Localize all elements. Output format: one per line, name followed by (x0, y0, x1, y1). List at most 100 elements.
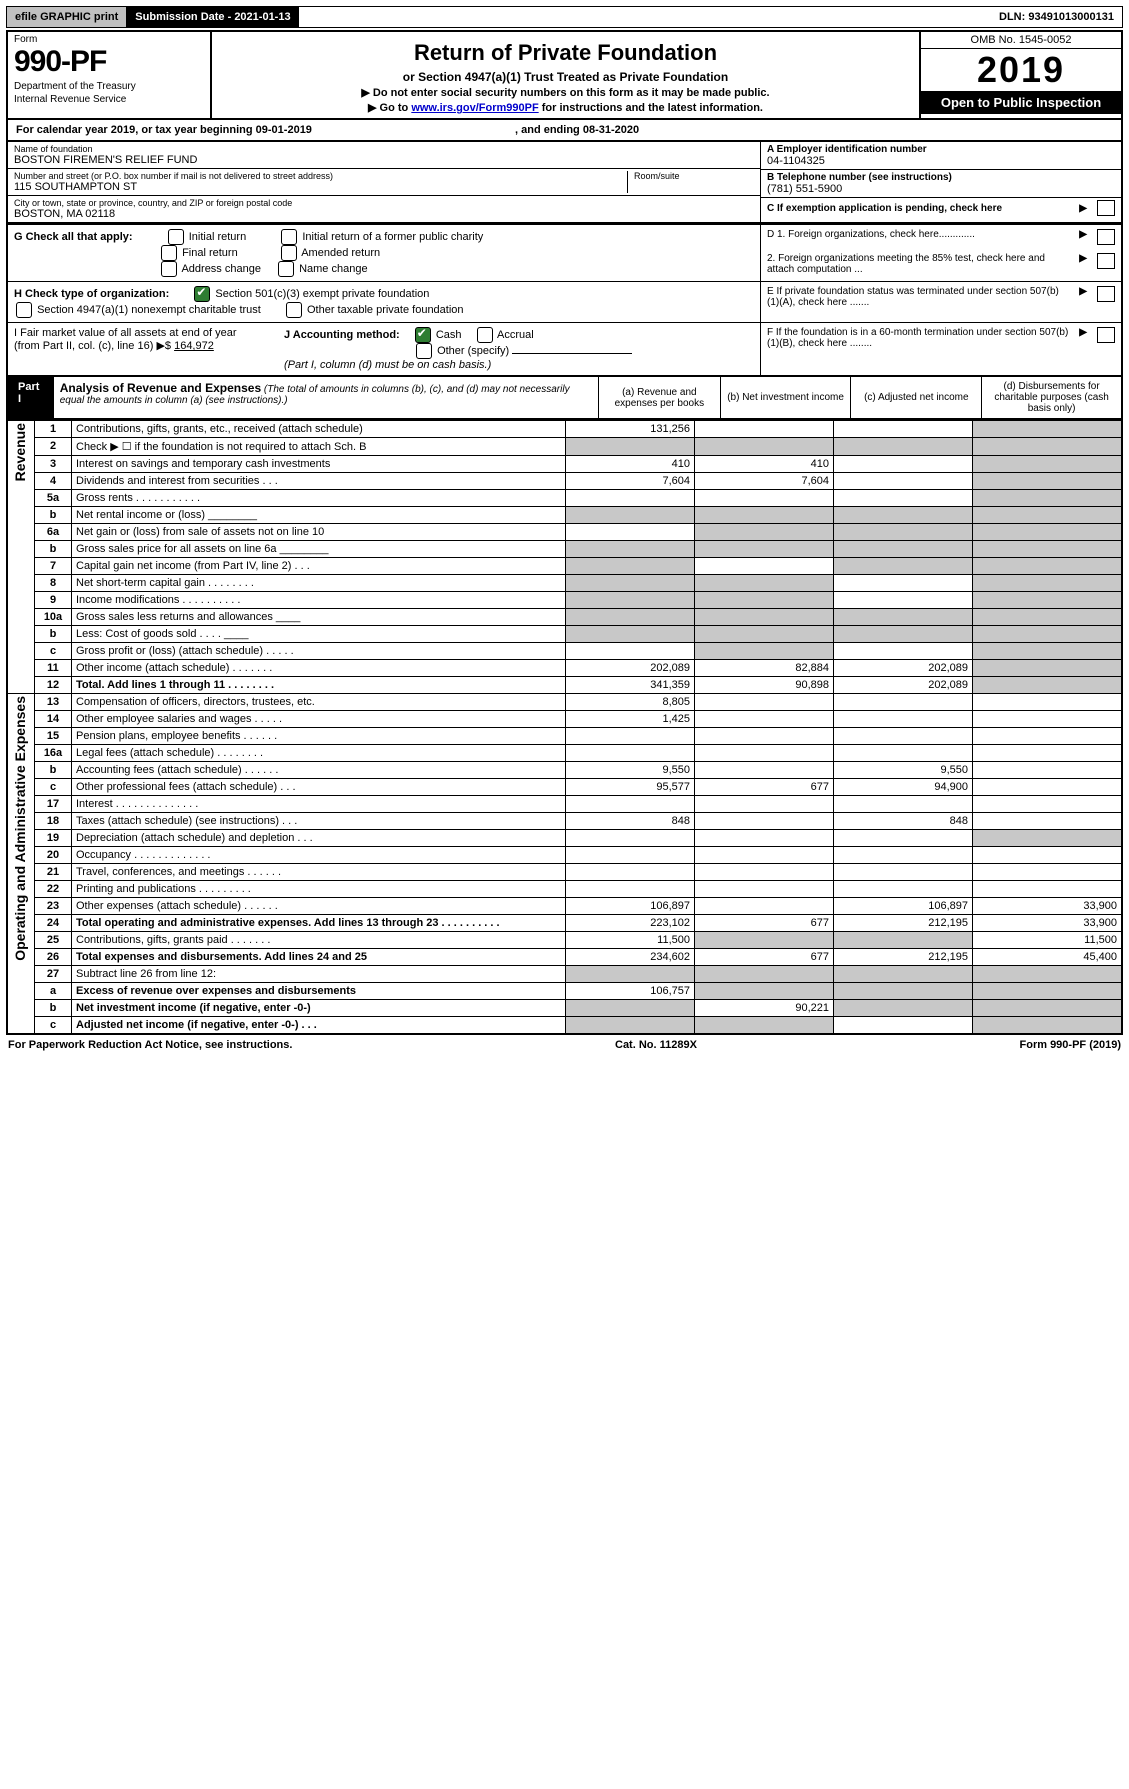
cell-c (834, 1000, 973, 1017)
table-row: bAccounting fees (attach schedule) . . .… (7, 762, 1122, 779)
cell-a (566, 643, 695, 660)
checkbox-final-return[interactable] (161, 245, 177, 261)
row-number: 25 (35, 932, 72, 949)
row-desc: Net rental income or (loss) ________ (72, 507, 566, 524)
table-row: 20Occupancy . . . . . . . . . . . . . (7, 847, 1122, 864)
cell-d (973, 966, 1123, 983)
cell-c (834, 456, 973, 473)
cell-a (566, 881, 695, 898)
c-checkbox[interactable] (1097, 200, 1115, 216)
row-number: 3 (35, 456, 72, 473)
row-desc: Taxes (attach schedule) (see instruction… (72, 813, 566, 830)
row-desc: Interest on savings and temporary cash i… (72, 456, 566, 473)
cell-d (973, 609, 1123, 626)
cell-b (695, 711, 834, 728)
cell-a: 223,102 (566, 915, 695, 932)
header-left: Form 990-PF Department of the Treasury I… (8, 32, 212, 118)
col-d-header: (d) Disbursements for charitable purpose… (981, 377, 1121, 418)
table-row: 26Total expenses and disbursements. Add … (7, 949, 1122, 966)
form-header: Form 990-PF Department of the Treasury I… (6, 30, 1123, 120)
checkbox-initial-former[interactable] (281, 229, 297, 245)
cell-d (973, 677, 1123, 694)
cell-b (695, 524, 834, 541)
cell-a (566, 728, 695, 745)
cell-b (695, 796, 834, 813)
cell-c (834, 524, 973, 541)
row-number: 7 (35, 558, 72, 575)
cell-a (566, 1000, 695, 1017)
cell-b (695, 745, 834, 762)
cell-b (695, 438, 834, 456)
part1-tab: Part I (8, 377, 54, 418)
cell-c: 94,900 (834, 779, 973, 796)
form-link[interactable]: www.irs.gov/Form990PF (411, 102, 538, 114)
checkbox-other-taxable[interactable] (286, 302, 302, 318)
checkbox-amended[interactable] (281, 245, 297, 261)
cell-d (973, 643, 1123, 660)
checkbox-other[interactable] (416, 343, 432, 359)
h-o3: Other taxable private foundation (307, 304, 464, 316)
entity-right: A Employer identification number 04-1104… (760, 142, 1121, 222)
table-row: 15Pension plans, employee benefits . . .… (7, 728, 1122, 745)
row-number: 22 (35, 881, 72, 898)
cell-a: 7,604 (566, 473, 695, 490)
row-desc: Contributions, gifts, grants, etc., rece… (72, 421, 566, 438)
h-o2: Section 4947(a)(1) nonexempt charitable … (37, 304, 261, 316)
f-checkbox[interactable] (1097, 327, 1115, 343)
row-number: 4 (35, 473, 72, 490)
cell-d (973, 881, 1123, 898)
row-number: 23 (35, 898, 72, 915)
cell-d (973, 694, 1123, 711)
analysis-table: Revenue1Contributions, gifts, grants, et… (6, 420, 1123, 1035)
checkbox-4947[interactable] (16, 302, 32, 318)
cell-a (566, 745, 695, 762)
row-desc: Total operating and administrative expen… (72, 915, 566, 932)
cal-mid: , and ending (515, 124, 583, 136)
i-f-row: I Fair market value of all assets at end… (8, 322, 1121, 375)
cell-a: 131,256 (566, 421, 695, 438)
cell-b (695, 609, 834, 626)
cell-d (973, 490, 1123, 507)
checkbox-cash[interactable] (415, 327, 431, 343)
efile-print-button[interactable]: efile GRAPHIC print (7, 7, 127, 27)
other-line (512, 353, 632, 354)
checkbox-name-change[interactable] (278, 261, 294, 277)
cell-b (695, 728, 834, 745)
j-block: J Accounting method: Cash Accrual Other … (284, 327, 754, 371)
g-o3: Address change (181, 263, 261, 275)
e-checkbox[interactable] (1097, 286, 1115, 302)
cell-b (695, 541, 834, 558)
d2-checkbox[interactable] (1097, 253, 1115, 269)
table-row: bGross sales price for all assets on lin… (7, 541, 1122, 558)
cell-d (973, 847, 1123, 864)
cell-a: 106,757 (566, 983, 695, 1000)
cell-c (834, 932, 973, 949)
table-row: 23Other expenses (attach schedule) . . .… (7, 898, 1122, 915)
d1-checkbox[interactable] (1097, 229, 1115, 245)
row-number: c (35, 643, 72, 660)
checkbox-address-change[interactable] (161, 261, 177, 277)
row-desc: Travel, conferences, and meetings . . . … (72, 864, 566, 881)
table-row: 19Depreciation (attach schedule) and dep… (7, 830, 1122, 847)
table-row: Revenue1Contributions, gifts, grants, et… (7, 421, 1122, 438)
table-row: 7Capital gain net income (from Part IV, … (7, 558, 1122, 575)
row-number: 6a (35, 524, 72, 541)
cell-a (566, 490, 695, 507)
table-row: 17Interest . . . . . . . . . . . . . . (7, 796, 1122, 813)
row-desc: Other employee salaries and wages . . . … (72, 711, 566, 728)
checkbox-501c3[interactable] (194, 286, 210, 302)
checkbox-initial-return[interactable] (168, 229, 184, 245)
room-label: Room/suite (634, 171, 754, 181)
cell-d: 45,400 (973, 949, 1123, 966)
irs-label: Internal Revenue Service (14, 94, 204, 105)
row-desc: Check ▶ ☐ if the foundation is not requi… (72, 438, 566, 456)
cell-b (695, 830, 834, 847)
cell-c (834, 966, 973, 983)
cell-d: 33,900 (973, 915, 1123, 932)
cell-a (566, 507, 695, 524)
cell-a: 95,577 (566, 779, 695, 796)
arrow-icon: ▶ (1079, 286, 1087, 297)
checkbox-accrual[interactable] (477, 327, 493, 343)
table-row: 12Total. Add lines 1 through 11 . . . . … (7, 677, 1122, 694)
cell-b: 90,898 (695, 677, 834, 694)
